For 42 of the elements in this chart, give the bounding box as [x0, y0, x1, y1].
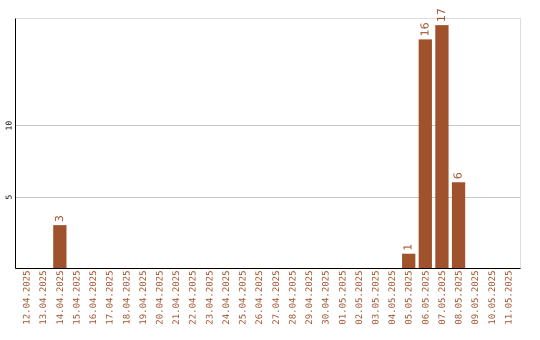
data-label: 1: [402, 244, 415, 251]
data-label: 6: [452, 172, 465, 180]
x-tick-label: 01.05.2025: [338, 270, 348, 325]
x-tick-label: 19.04.2025: [138, 270, 149, 325]
x-tick-label: 02.05.2025: [354, 270, 365, 325]
x-tick-label: 14.04.2025: [56, 270, 66, 325]
x-tick-label: 30.04.2025: [322, 270, 332, 325]
x-tick-label: 13.04.2025: [39, 270, 50, 325]
x-tick-label: 09.05.2025: [471, 270, 482, 325]
data-label: 3: [52, 215, 66, 222]
x-tick-label: 25.04.2025: [238, 270, 249, 325]
x-tick-label: 03.05.2025: [371, 270, 382, 325]
y-tick-label: 5: [4, 194, 14, 200]
bar: [435, 25, 449, 268]
bar: [53, 225, 66, 268]
x-tick-label: 16.04.2025: [89, 270, 100, 325]
x-tick-label: 18.04.2025: [122, 270, 132, 325]
x-tick-label: 10.05.2025: [488, 270, 498, 325]
x-tick-label: 24.04.2025: [222, 270, 232, 325]
x-tick-label: 15.04.2025: [72, 270, 82, 325]
x-tick-label: 06.05.2025: [421, 270, 432, 325]
y-tick-label: 10: [4, 120, 14, 130]
x-tick-label: 22.04.2025: [188, 270, 199, 325]
x-tick-label: 07.05.2025: [438, 270, 448, 325]
x-tick-label: 17.04.2025: [106, 270, 116, 325]
data-label: 17: [434, 8, 448, 22]
x-tick-label: 23.04.2025: [205, 270, 216, 325]
x-tick-label: 26.04.2025: [255, 270, 266, 325]
x-tick-label: 28.04.2025: [288, 270, 298, 325]
x-tick-label: 05.05.2025: [404, 270, 415, 325]
x-tick-label: 20.04.2025: [156, 270, 166, 325]
bar: [402, 254, 416, 268]
x-tick-label: 11.05.2025: [504, 270, 514, 325]
x-tick-label: 29.04.2025: [305, 270, 316, 325]
x-tick-label: 27.04.2025: [272, 270, 282, 325]
bar: [418, 39, 432, 268]
x-tick-label: 12.04.2025: [22, 270, 33, 325]
bar: [452, 182, 466, 268]
x-tick-label: 04.05.2025: [388, 270, 398, 325]
x-tick-label: 08.05.2025: [454, 270, 465, 325]
x-tick-label: 21.04.2025: [172, 270, 182, 325]
data-label: 16: [418, 22, 432, 36]
